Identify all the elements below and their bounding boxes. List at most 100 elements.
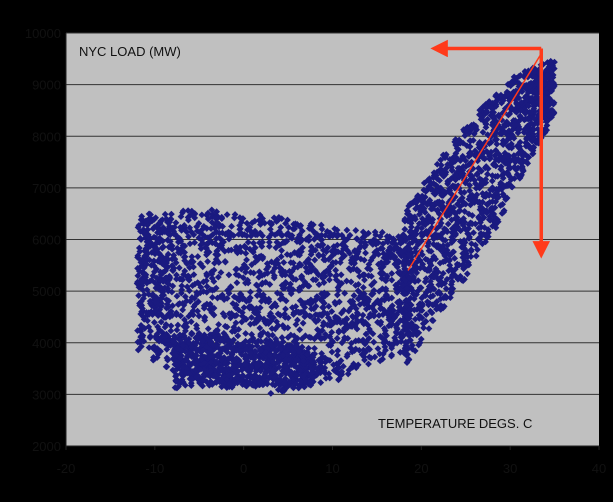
data-point bbox=[371, 353, 379, 361]
data-point bbox=[242, 337, 249, 345]
data-point bbox=[426, 307, 434, 315]
data-point bbox=[418, 237, 425, 245]
data-point bbox=[135, 292, 143, 299]
data-point bbox=[335, 328, 343, 336]
data-point bbox=[467, 219, 475, 227]
data-point bbox=[474, 246, 481, 253]
data-point bbox=[150, 223, 158, 231]
data-point bbox=[356, 289, 364, 297]
data-point bbox=[365, 360, 372, 368]
data-point bbox=[516, 145, 523, 152]
data-point bbox=[441, 236, 449, 244]
data-point bbox=[353, 235, 361, 243]
data-point bbox=[328, 348, 336, 356]
data-point bbox=[472, 252, 480, 260]
data-point bbox=[274, 322, 282, 330]
x-tick-label: -10 bbox=[145, 461, 164, 476]
data-point bbox=[312, 296, 320, 303]
data-point bbox=[186, 224, 194, 232]
data-point bbox=[393, 259, 400, 267]
data-point bbox=[484, 115, 491, 123]
data-point bbox=[417, 205, 424, 213]
data-point bbox=[309, 374, 317, 382]
data-point bbox=[382, 291, 390, 299]
data-point bbox=[147, 300, 154, 307]
data-point bbox=[489, 222, 496, 230]
data-point bbox=[425, 325, 433, 332]
data-point bbox=[193, 325, 201, 332]
data-point bbox=[161, 262, 169, 270]
data-point bbox=[438, 169, 446, 177]
data-point bbox=[233, 279, 241, 287]
data-point bbox=[309, 221, 317, 229]
data-point bbox=[452, 210, 459, 218]
data-point bbox=[217, 243, 224, 251]
data-point bbox=[336, 259, 344, 266]
data-point bbox=[199, 346, 207, 354]
data-point bbox=[349, 254, 356, 262]
y-tick-label: 5000 bbox=[32, 284, 61, 299]
data-point bbox=[177, 354, 184, 362]
data-point bbox=[292, 303, 300, 310]
data-point bbox=[388, 250, 395, 258]
data-point bbox=[376, 233, 384, 240]
data-point bbox=[412, 205, 420, 213]
data-point bbox=[413, 306, 421, 313]
data-point bbox=[164, 303, 172, 311]
data-point bbox=[153, 235, 161, 243]
data-point bbox=[281, 313, 289, 321]
data-point bbox=[188, 375, 195, 382]
data-point bbox=[254, 362, 261, 370]
data-point bbox=[283, 366, 291, 374]
data-point bbox=[341, 326, 348, 333]
data-point bbox=[285, 224, 293, 231]
data-point bbox=[312, 276, 320, 284]
data-point bbox=[227, 284, 235, 291]
data-point bbox=[442, 164, 450, 172]
data-point bbox=[188, 343, 196, 351]
data-point bbox=[482, 175, 490, 183]
data-point bbox=[191, 301, 199, 308]
data-point bbox=[451, 254, 459, 262]
data-point bbox=[512, 166, 520, 173]
data-point bbox=[274, 229, 281, 237]
data-point bbox=[484, 226, 492, 233]
data-point bbox=[225, 246, 232, 254]
data-point bbox=[292, 276, 300, 283]
data-point bbox=[324, 356, 332, 364]
data-point bbox=[341, 334, 349, 342]
data-point bbox=[166, 218, 173, 226]
data-point bbox=[257, 338, 265, 346]
data-point bbox=[301, 299, 309, 307]
data-point bbox=[140, 337, 148, 345]
data-point bbox=[165, 297, 173, 305]
data-point bbox=[504, 90, 511, 98]
y-tick-label: 4000 bbox=[32, 336, 61, 351]
data-point bbox=[186, 297, 194, 305]
data-point bbox=[421, 187, 429, 195]
data-point bbox=[401, 225, 409, 233]
data-point bbox=[239, 274, 247, 282]
data-point bbox=[504, 120, 512, 128]
data-point bbox=[321, 369, 329, 377]
data-point bbox=[202, 244, 209, 252]
data-point bbox=[479, 128, 487, 136]
data-point bbox=[294, 263, 302, 271]
data-point bbox=[349, 314, 357, 321]
data-point bbox=[379, 285, 386, 293]
data-point bbox=[354, 310, 362, 318]
data-point bbox=[195, 234, 203, 242]
data-point bbox=[482, 190, 490, 198]
data-point bbox=[196, 365, 204, 373]
data-point bbox=[438, 246, 446, 254]
data-point bbox=[333, 226, 341, 234]
data-point bbox=[193, 289, 201, 296]
data-point bbox=[238, 230, 246, 238]
data-point bbox=[473, 171, 481, 179]
data-point bbox=[481, 164, 489, 172]
data-point bbox=[247, 269, 255, 276]
data-point bbox=[350, 292, 358, 299]
data-point bbox=[320, 319, 328, 327]
data-point bbox=[323, 228, 331, 235]
